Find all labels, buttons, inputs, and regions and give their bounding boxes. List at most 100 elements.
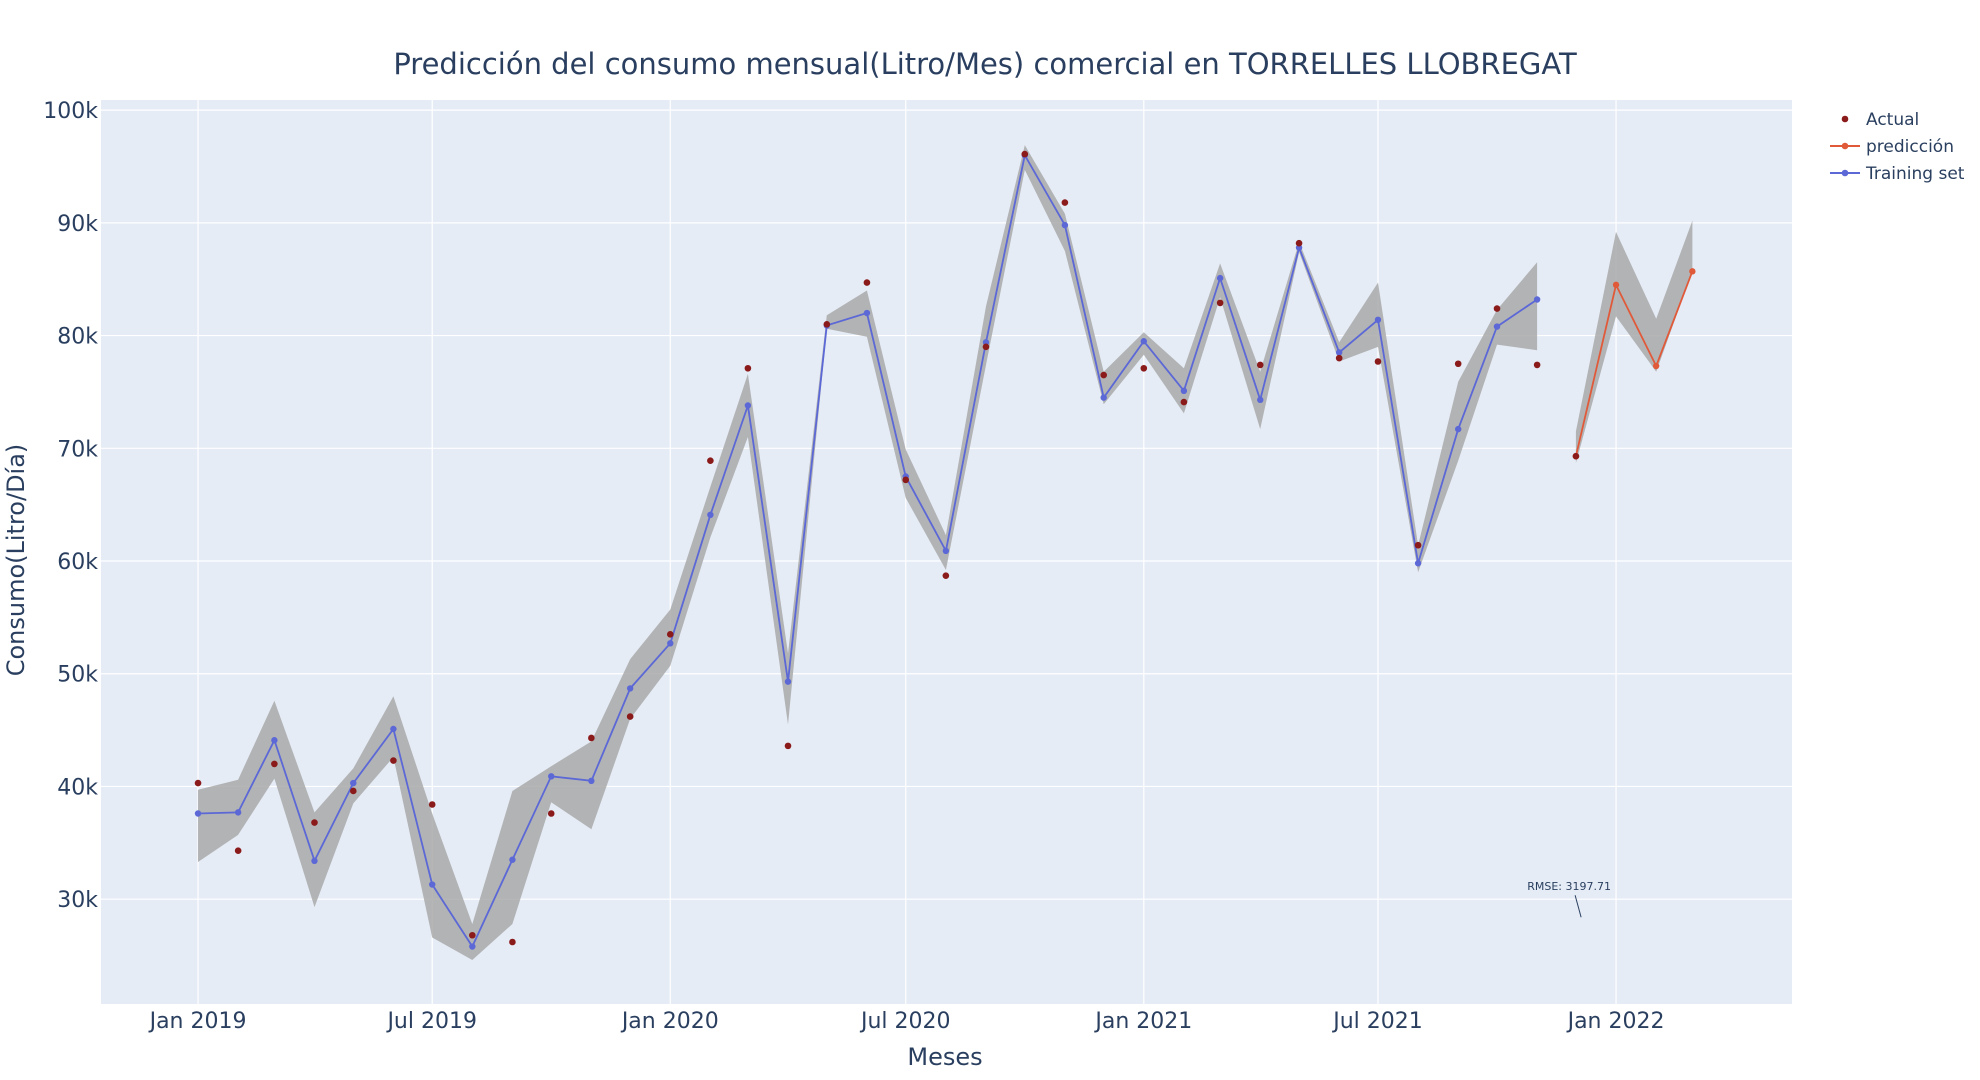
y-tick-label: 50k	[57, 663, 98, 688]
actual-point	[626, 713, 634, 720]
prediction-point	[1612, 281, 1620, 289]
x-axis-title: Meses	[907, 1043, 982, 1071]
legend-marker-training	[1841, 169, 1849, 177]
training-set-point	[588, 777, 595, 785]
actual-point	[234, 847, 242, 855]
training-set-point	[429, 881, 436, 888]
training-set-point	[667, 640, 674, 647]
training-set-point	[626, 685, 634, 692]
y-tick-label: 40k	[57, 775, 98, 800]
prediction-confidence-band	[1575, 220, 1693, 463]
training-set-point	[707, 511, 714, 519]
y-axis-title: Consumo(Litro/Día)	[2, 444, 30, 677]
training-set-point	[1414, 560, 1422, 567]
actual-point	[942, 572, 950, 579]
legend-item-training: Training set	[1830, 164, 1965, 184]
y-axis-ticks: 30k 40k 50k 60k 70k 80k 90k 100k	[43, 99, 98, 913]
training-set-point	[194, 810, 202, 817]
actual-point	[1256, 361, 1264, 369]
training-set-point	[271, 737, 278, 744]
plot-area	[101, 100, 1792, 1004]
actual-point	[1572, 452, 1580, 460]
actual-point	[982, 343, 990, 351]
actual-point	[1021, 150, 1029, 158]
actual-point	[1140, 364, 1148, 372]
training-set-point	[1335, 349, 1343, 356]
annotation-arrow	[1574, 895, 1582, 918]
actual-point	[744, 364, 752, 372]
prediction-line	[1575, 270, 1694, 457]
x-tick-label: Jul 2021	[1331, 1009, 1423, 1034]
legend-marker-actual	[1841, 115, 1849, 123]
x-tick-label: Jan 2021	[1093, 1009, 1192, 1034]
actual-point	[863, 279, 871, 286]
y-tick-label: 90k	[57, 212, 98, 237]
training-set-point	[311, 857, 318, 865]
training-set-point	[1454, 425, 1462, 433]
legend-item-actual: Actual	[1841, 110, 1919, 130]
actual-point	[588, 734, 595, 742]
training-set-point	[784, 678, 792, 685]
training-set-point	[1180, 387, 1188, 395]
training-set-point	[863, 309, 871, 317]
training-set-point	[1295, 244, 1303, 251]
actual-point	[666, 630, 674, 638]
x-tick-label: Jan 2019	[148, 1009, 247, 1034]
training-set-point	[390, 725, 397, 733]
actual-point	[1374, 358, 1382, 365]
actual-point	[902, 476, 910, 484]
actual-point	[390, 757, 397, 764]
actual-point	[707, 457, 714, 464]
rmse-annotation: RMSE: 3197.71	[1527, 880, 1611, 893]
training-set-point	[982, 339, 990, 346]
actual-point	[1295, 239, 1303, 247]
x-tick-label: Jul 2019	[385, 1009, 477, 1034]
training-set-point	[942, 547, 950, 555]
actual-points	[194, 150, 1580, 946]
chart-title: Predicción del consumo mensual(Litro/Mes…	[393, 47, 1577, 81]
actual-point	[311, 819, 318, 826]
actual-point	[349, 787, 357, 795]
actual-point	[1216, 299, 1224, 307]
x-tick-label: Jul 2020	[859, 1009, 951, 1034]
training-set-point	[1493, 323, 1501, 330]
training-set-point	[1061, 221, 1069, 229]
legend: Actual predicción Training set	[1830, 110, 1965, 184]
prediction-point	[1689, 268, 1696, 275]
training-set-point	[469, 943, 476, 950]
actual-point	[1061, 199, 1069, 206]
actual-point	[271, 760, 278, 768]
actual-point	[1414, 541, 1422, 549]
training-set-point	[1216, 274, 1224, 282]
training-set-point	[548, 773, 555, 780]
actual-point	[509, 938, 516, 946]
y-tick-label: 80k	[57, 325, 98, 350]
training-set-point	[234, 809, 242, 816]
actual-point	[194, 779, 202, 787]
actual-point	[823, 321, 831, 328]
actual-point	[1335, 354, 1343, 362]
actual-point	[469, 931, 476, 939]
training-set-point	[1374, 316, 1382, 324]
legend-label-training: Training set	[1865, 164, 1965, 184]
x-axis-ticks: Jan 2019 Jul 2019 Jan 2020 Jul 2020 Jan 2021…	[148, 1009, 1665, 1034]
legend-label-prediction: predicción	[1866, 137, 1954, 157]
training-set-point	[350, 779, 357, 787]
training-confidence-band	[198, 145, 1538, 961]
prediction-point	[1652, 362, 1660, 370]
y-tick-label: 100k	[43, 99, 98, 124]
actual-point	[428, 801, 436, 808]
legend-label-actual: Actual	[1866, 110, 1919, 130]
training-set-point	[1140, 338, 1148, 345]
training-set-point	[744, 402, 752, 409]
training-set-point	[509, 856, 516, 863]
actual-point	[784, 742, 792, 750]
legend-item-prediction: predicción	[1830, 137, 1954, 157]
actual-point	[1454, 360, 1462, 368]
training-set-point	[1533, 296, 1541, 303]
x-tick-label: Jan 2020	[620, 1009, 719, 1034]
actual-point	[1533, 361, 1541, 369]
actual-point	[1493, 305, 1501, 312]
actual-point	[1180, 398, 1188, 406]
